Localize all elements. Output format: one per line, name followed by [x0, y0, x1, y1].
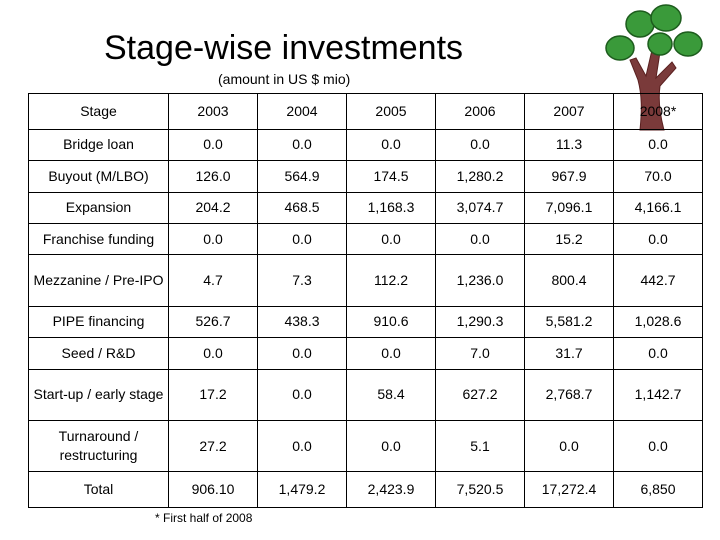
table-cell: 6,850	[613, 471, 703, 508]
table-cell: 0.0	[613, 419, 703, 473]
table-row: Mezzanine / Pre-IPO 4.7 7.3 112.2 1,236.0 800…	[28, 254, 703, 307]
table-cell: 3,074.7	[435, 191, 525, 224]
row-label: Bridge loan	[28, 128, 169, 162]
table-row: Bridge loan 0.0 0.0 0.0 0.0 11.3 0.0	[28, 128, 703, 162]
table-cell: 1,142.7	[613, 368, 703, 421]
page-subtitle: (amount in US $ mio)	[218, 71, 351, 87]
table-cell: 1,236.0	[435, 254, 525, 307]
table-cell: 438.3	[257, 305, 347, 339]
row-label: Start-up / early stage	[28, 368, 169, 421]
table-cell: 0.0	[346, 419, 436, 473]
table-cell: 0.0	[257, 222, 347, 256]
column-header: 2008*	[613, 93, 703, 130]
table-row: PIPE financing 526.7 438.3 910.6 1,290.3 5,58…	[28, 305, 703, 339]
table-cell: 2,423.9	[346, 471, 436, 508]
column-header: 2007	[524, 93, 614, 130]
table-cell: 0.0	[257, 368, 347, 421]
row-label: Franchise funding	[28, 222, 169, 256]
table-cell: 0.0	[168, 222, 258, 256]
table-cell: 7,096.1	[524, 191, 614, 224]
column-header: 2005	[346, 93, 436, 130]
table-row: Seed / R&D 0.0 0.0 0.0 7.0 31.7 0.0	[28, 337, 703, 370]
table-cell: 204.2	[168, 191, 258, 224]
table-row: Expansion 204.2 468.5 1,168.3 3,074.7 7,096.1…	[28, 191, 703, 224]
table-cell: 31.7	[524, 337, 614, 370]
table-cell: 1,280.2	[435, 160, 525, 193]
investments-table: Stage 2003 2004 2005 2006 2007 2008* Bridge loa…	[28, 93, 703, 508]
table-row: Buyout (M/LBO) 126.0 564.9 174.5 1,280.2 967.…	[28, 160, 703, 193]
table-cell: 1,479.2	[257, 471, 347, 508]
table-cell: 0.0	[346, 337, 436, 370]
table-cell: 7.3	[257, 254, 347, 307]
table-cell: 17,272.4	[524, 471, 614, 508]
table-cell: 0.0	[257, 337, 347, 370]
row-label: Expansion	[28, 191, 169, 224]
table-header-row: Stage 2003 2004 2005 2006 2007 2008*	[28, 93, 703, 130]
table-cell: 1,028.6	[613, 305, 703, 339]
table-cell: 526.7	[168, 305, 258, 339]
table-row: Franchise funding 0.0 0.0 0.0 0.0 15.2 0.0	[28, 222, 703, 256]
table-cell: 468.5	[257, 191, 347, 224]
table-cell: 15.2	[524, 222, 614, 256]
table-cell: 442.7	[613, 254, 703, 307]
table-cell: 0.0	[613, 128, 703, 162]
table-cell: 0.0	[257, 419, 347, 473]
table-cell: 906.10	[168, 471, 258, 508]
table-cell: 0.0	[346, 128, 436, 162]
table-cell: 27.2	[168, 419, 258, 473]
table-cell: 967.9	[524, 160, 614, 193]
table-cell: 0.0	[613, 222, 703, 256]
page-title: Stage-wise investments	[104, 29, 464, 67]
column-header: 2006	[435, 93, 525, 130]
table-cell: 627.2	[435, 368, 525, 421]
table-cell: 5,581.2	[524, 305, 614, 339]
footnote: * First half of 2008	[155, 511, 253, 525]
table-cell: 0.0	[435, 128, 525, 162]
table-cell: 4.7	[168, 254, 258, 307]
table-cell: 800.4	[524, 254, 614, 307]
table-cell: 7,520.5	[435, 471, 525, 508]
column-header: Stage	[28, 93, 169, 130]
table-cell: 564.9	[257, 160, 347, 193]
table-cell: 910.6	[346, 305, 436, 339]
row-label: Seed / R&D	[28, 337, 169, 370]
table-cell: 0.0	[613, 337, 703, 370]
table-cell: 17.2	[168, 368, 258, 421]
table-cell: 1,168.3	[346, 191, 436, 224]
table-cell: 1,290.3	[435, 305, 525, 339]
table-cell: 0.0	[346, 222, 436, 256]
table-cell: 5.1	[435, 419, 525, 473]
table-cell: 0.0	[435, 222, 525, 256]
row-label: PIPE financing	[28, 305, 169, 339]
table-cell: 2,768.7	[524, 368, 614, 421]
table-cell: 11.3	[524, 128, 614, 162]
row-label: Buyout (M/LBO)	[28, 160, 169, 193]
table-cell: 112.2	[346, 254, 436, 307]
table-cell: 0.0	[524, 419, 614, 473]
table-row: Turnaround / restructuring 27.2 0.0 0.0 5.1 0…	[28, 419, 703, 473]
row-label: Turnaround / restructuring	[28, 419, 169, 473]
table-cell: 58.4	[346, 368, 436, 421]
table-cell: 126.0	[168, 160, 258, 193]
column-header: 2003	[168, 93, 258, 130]
column-header: 2004	[257, 93, 347, 130]
table-cell: 0.0	[257, 128, 347, 162]
table-row: Start-up / early stage 17.2 0.0 58.4 627.2 2,…	[28, 368, 703, 421]
table-cell: 174.5	[346, 160, 436, 193]
row-label: Mezzanine / Pre-IPO	[28, 254, 169, 307]
row-label: Total	[28, 471, 169, 508]
table-cell: 0.0	[168, 128, 258, 162]
table-total-row: Total 906.10 1,479.2 2,423.9 7,520.5 17,272.4…	[28, 471, 703, 508]
table-cell: 0.0	[168, 337, 258, 370]
table-cell: 7.0	[435, 337, 525, 370]
table-cell: 4,166.1	[613, 191, 703, 224]
table-cell: 70.0	[613, 160, 703, 193]
